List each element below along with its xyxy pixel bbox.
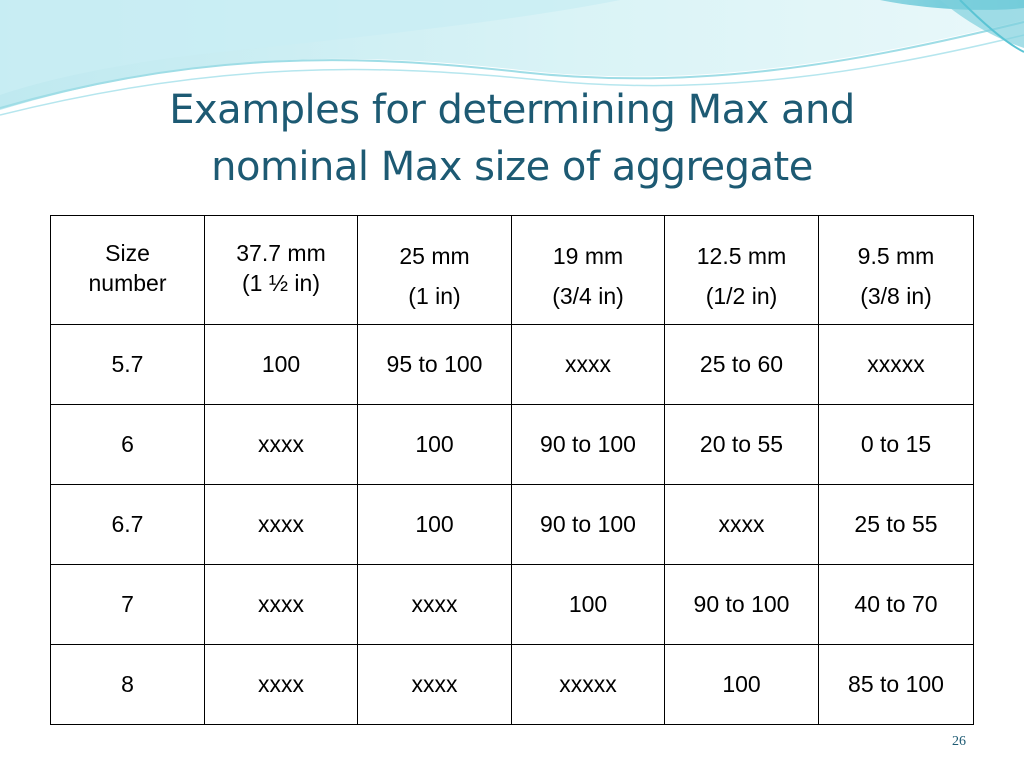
table-cell: xxxx xyxy=(664,484,819,565)
table-cell: 90 to 100 xyxy=(664,564,819,645)
aggregate-size-table: Size number 37.7 mm (1 ½ in) 25 mm (1 in) 1… xyxy=(50,215,974,725)
table-cell: xxxxx xyxy=(818,324,974,405)
slide-title: Examples for determining Max and nominal… xyxy=(0,82,1024,196)
table-cell: 100 xyxy=(664,644,819,725)
table-cell: 8 xyxy=(50,644,205,725)
table-cell: xxxx xyxy=(204,404,358,485)
table-row: 6 xxxx 100 90 to 100 20 to 55 0 to 15 xyxy=(50,404,974,485)
slide-title-line1: Examples for determining Max and xyxy=(169,87,855,133)
table-cell: 25 to 60 xyxy=(664,324,819,405)
table-cell: 5.7 xyxy=(50,324,205,405)
table-cell: 40 to 70 xyxy=(818,564,974,645)
table-header-row: Size number 37.7 mm (1 ½ in) 25 mm (1 in) 1… xyxy=(50,215,974,325)
table-cell: 85 to 100 xyxy=(818,644,974,725)
table-row: 5.7 100 95 to 100 xxxx 25 to 60 xxxxx xyxy=(50,324,974,405)
table-cell: 25 to 55 xyxy=(818,484,974,565)
table-cell: 7 xyxy=(50,564,205,645)
table-cell: 100 xyxy=(357,404,512,485)
table-cell: 6.7 xyxy=(50,484,205,565)
table-cell: 100 xyxy=(511,564,665,645)
page-number: 26 xyxy=(952,734,966,749)
table-cell: 20 to 55 xyxy=(664,404,819,485)
table-row: 8 xxxx xxxx xxxxx 100 85 to 100 xyxy=(50,644,974,725)
header-cell-12-5mm: 12.5 mm (1/2 in) xyxy=(664,215,819,325)
table-cell: xxxx xyxy=(204,484,358,565)
slide-title-line2: nominal Max size of aggregate xyxy=(211,144,813,190)
header-cell-9-5mm: 9.5 mm (3/8 in) xyxy=(818,215,974,325)
table-cell: xxxx xyxy=(204,644,358,725)
table-cell: xxxx xyxy=(357,644,512,725)
table-row: 6.7 xxxx 100 90 to 100 xxxx 25 to 55 xyxy=(50,484,974,565)
table-cell: 90 to 100 xyxy=(511,484,665,565)
table-cell: xxxx xyxy=(511,324,665,405)
header-cell-37-7mm: 37.7 mm (1 ½ in) xyxy=(204,215,358,325)
table-cell: 6 xyxy=(50,404,205,485)
table-cell: xxxx xyxy=(357,564,512,645)
table-cell: xxxx xyxy=(204,564,358,645)
table-cell: xxxxx xyxy=(511,644,665,725)
header-cell-size-number: Size number xyxy=(50,215,205,325)
decorative-wave-background xyxy=(0,0,1024,116)
table-cell: 100 xyxy=(357,484,512,565)
header-cell-19mm: 19 mm (3/4 in) xyxy=(511,215,665,325)
table-cell: 0 to 15 xyxy=(818,404,974,485)
table-cell: 90 to 100 xyxy=(511,404,665,485)
table-row: 7 xxxx xxxx 100 90 to 100 40 to 70 xyxy=(50,564,974,645)
table-cell: 95 to 100 xyxy=(357,324,512,405)
header-cell-25mm: 25 mm (1 in) xyxy=(357,215,512,325)
table-cell: 100 xyxy=(204,324,358,405)
